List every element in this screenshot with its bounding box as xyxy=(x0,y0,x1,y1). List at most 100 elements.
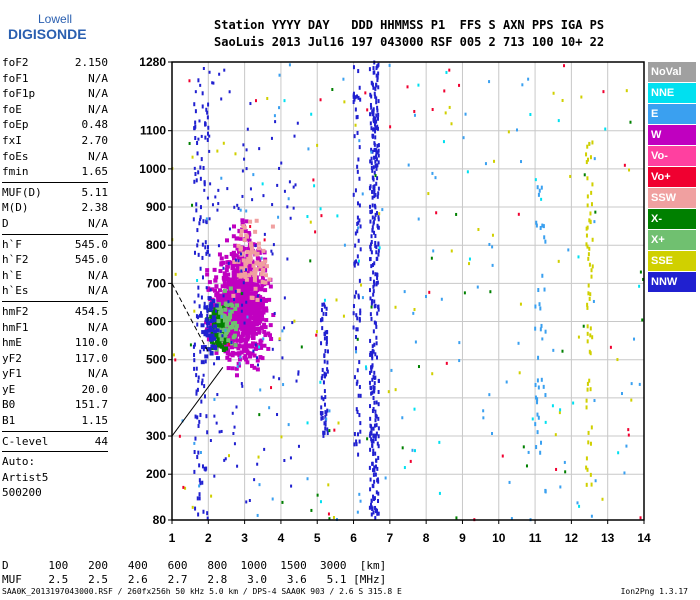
echo-point xyxy=(197,78,200,83)
echo-point xyxy=(360,283,363,287)
echo-point xyxy=(273,311,276,315)
echo-point xyxy=(250,363,255,368)
echo-point xyxy=(343,243,346,247)
echo-point xyxy=(558,411,561,415)
echo-point xyxy=(373,190,376,195)
echo-point xyxy=(245,300,248,304)
echo-point xyxy=(372,127,375,132)
echo-point xyxy=(458,341,461,345)
echo-point xyxy=(244,322,249,327)
echo-point xyxy=(224,457,227,461)
echo-point xyxy=(544,393,547,398)
echo-point xyxy=(225,355,230,360)
echo-point xyxy=(234,366,239,371)
echo-point xyxy=(205,251,208,256)
echo-point xyxy=(201,480,204,485)
echo-point xyxy=(321,367,324,372)
echo-point xyxy=(375,341,378,346)
echo-point xyxy=(197,379,200,383)
echo-point xyxy=(323,374,326,379)
echo-point xyxy=(438,440,441,444)
muf-value: 5.1 xyxy=(306,573,347,586)
echo-point xyxy=(235,405,238,409)
echo-point xyxy=(376,311,379,316)
echo-point xyxy=(375,166,378,171)
echo-point xyxy=(248,313,253,318)
echo-point xyxy=(209,314,214,319)
echo-point xyxy=(431,372,434,376)
echo-point xyxy=(375,150,378,155)
echo-point xyxy=(343,100,346,104)
echo-point xyxy=(244,233,249,238)
echo-point xyxy=(540,323,543,328)
echo-point xyxy=(369,385,372,390)
echo-point xyxy=(582,324,585,328)
echo-point xyxy=(287,197,290,201)
echo-point xyxy=(371,461,374,466)
echo-point xyxy=(260,313,265,318)
echo-point xyxy=(369,121,372,126)
echo-point xyxy=(194,172,197,177)
echo-point xyxy=(198,463,201,468)
echo-point xyxy=(466,170,469,174)
echo-point xyxy=(369,112,372,117)
echo-point xyxy=(417,83,420,87)
param-row: h`E N/A xyxy=(2,268,108,284)
echo-point xyxy=(260,280,265,285)
echo-point xyxy=(373,320,376,325)
echo-point xyxy=(356,327,359,332)
echo-point xyxy=(264,318,269,323)
echo-point xyxy=(206,286,211,291)
echo-point xyxy=(238,311,243,316)
echo-point xyxy=(409,459,412,463)
echo-point xyxy=(260,275,265,280)
echo-point xyxy=(539,306,542,311)
echo-point xyxy=(623,471,626,475)
echo-point xyxy=(223,307,228,312)
echo-point xyxy=(232,333,237,338)
echo-point xyxy=(246,334,251,339)
echo-point xyxy=(356,368,359,373)
legend-entry: SSE xyxy=(648,251,696,271)
echo-point xyxy=(592,299,595,303)
param-name: B1 xyxy=(2,414,16,428)
echo-point xyxy=(242,281,245,285)
echo-point xyxy=(372,395,375,400)
echo-point xyxy=(194,124,197,129)
muf-value: 2.5 xyxy=(68,573,108,586)
echo-point xyxy=(222,281,227,286)
param-row: foF1p N/A xyxy=(2,86,108,102)
echo-point xyxy=(374,135,377,140)
echo-point xyxy=(198,484,201,488)
echo-point xyxy=(234,253,239,258)
echo-point xyxy=(352,325,355,330)
echo-point xyxy=(195,178,198,183)
echo-point xyxy=(319,318,322,323)
echo-point xyxy=(356,131,359,136)
echo-point xyxy=(354,123,357,127)
param-value: 0.48 xyxy=(81,118,109,132)
echo-point xyxy=(520,160,523,164)
echo-point xyxy=(198,221,201,226)
muf-value: 3.0 xyxy=(227,573,267,586)
echo-point xyxy=(278,106,281,110)
echo-point xyxy=(249,304,254,309)
echo-point xyxy=(321,415,324,420)
echo-point xyxy=(241,258,246,263)
echo-point xyxy=(222,314,227,319)
echo-point xyxy=(374,321,377,326)
echo-point xyxy=(371,195,374,200)
echo-point xyxy=(448,68,451,72)
echo-point xyxy=(358,492,361,496)
echo-point xyxy=(258,147,261,151)
echo-point xyxy=(335,298,338,302)
echo-point xyxy=(534,395,537,400)
d-value: 400 xyxy=(108,559,148,572)
echo-point xyxy=(201,104,204,109)
echo-point xyxy=(377,444,380,449)
echo-point xyxy=(359,311,362,316)
echo-point xyxy=(491,432,494,436)
echo-point xyxy=(617,451,620,455)
echo-point xyxy=(370,368,373,373)
echo-point xyxy=(233,442,236,446)
